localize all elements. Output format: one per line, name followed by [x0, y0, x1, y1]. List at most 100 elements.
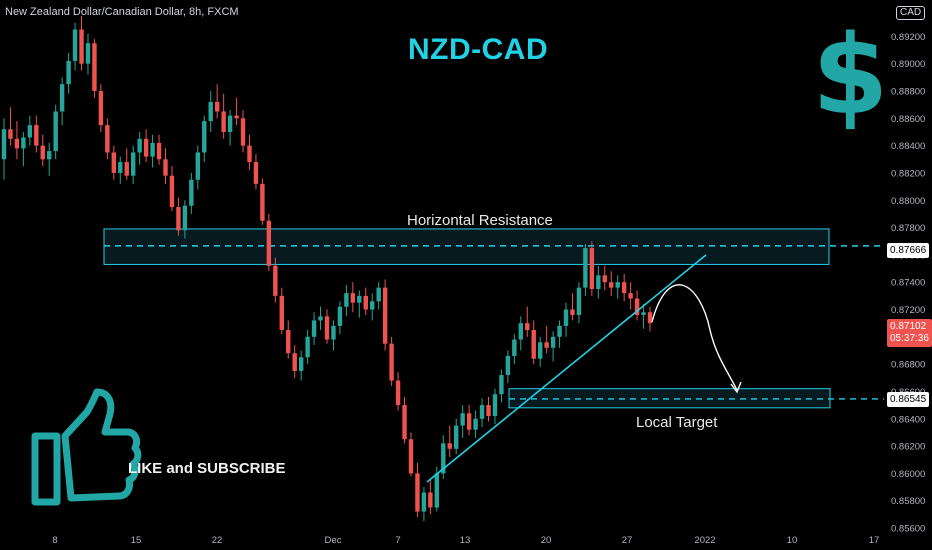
candle[interactable] [615, 275, 620, 299]
candle[interactable] [344, 284, 349, 317]
trendline[interactable] [426, 254, 707, 483]
candle[interactable] [305, 329, 310, 365]
candle[interactable] [59, 77, 65, 126]
candle[interactable] [189, 172, 194, 214]
candle[interactable] [408, 432, 414, 477]
candle[interactable] [544, 325, 549, 354]
candle[interactable] [596, 265, 601, 299]
candle[interactable] [266, 213, 272, 272]
candle[interactable] [337, 301, 343, 335]
candle[interactable] [182, 200, 188, 239]
candle[interactable] [318, 306, 323, 330]
candle[interactable] [202, 115, 207, 163]
candle[interactable] [583, 243, 588, 296]
candle[interactable] [428, 478, 433, 515]
candle[interactable] [512, 334, 517, 365]
candle[interactable] [531, 320, 536, 365]
candle[interactable] [208, 91, 213, 132]
candle[interactable] [98, 84, 104, 132]
candle[interactable] [53, 104, 58, 160]
candle[interactable] [621, 274, 627, 302]
candle[interactable] [292, 345, 297, 378]
candle[interactable] [27, 115, 33, 146]
candle[interactable] [576, 282, 582, 324]
candle[interactable] [537, 336, 543, 367]
candle[interactable] [324, 309, 330, 344]
candle[interactable] [466, 405, 472, 436]
candle[interactable] [118, 156, 123, 184]
candle[interactable] [357, 290, 362, 318]
candle[interactable] [460, 405, 465, 438]
candle[interactable] [131, 145, 136, 184]
candle[interactable] [260, 178, 265, 225]
candle[interactable] [214, 84, 220, 119]
candle[interactable] [479, 398, 485, 427]
candle[interactable] [350, 282, 356, 313]
candle[interactable] [609, 271, 614, 296]
candle[interactable] [421, 487, 427, 522]
candle[interactable] [143, 129, 149, 163]
candle[interactable] [415, 462, 420, 518]
candle[interactable] [486, 396, 491, 422]
candle[interactable] [525, 306, 530, 337]
candle[interactable] [92, 39, 97, 98]
candle[interactable] [331, 320, 336, 351]
candle[interactable] [311, 312, 317, 346]
candle[interactable] [163, 148, 168, 184]
candle[interactable] [395, 372, 401, 411]
candle[interactable] [550, 331, 556, 362]
candle[interactable] [47, 142, 52, 176]
candle[interactable] [227, 110, 233, 146]
candle[interactable] [518, 316, 523, 351]
candle[interactable] [195, 145, 200, 190]
projection-arrow[interactable] [651, 284, 738, 391]
candle[interactable] [150, 134, 155, 168]
candle[interactable] [85, 33, 91, 75]
candle[interactable] [647, 306, 653, 332]
candle[interactable] [66, 52, 71, 94]
candle[interactable] [40, 134, 45, 167]
candle[interactable] [641, 304, 646, 329]
candle[interactable] [34, 115, 39, 153]
candle[interactable] [8, 107, 13, 146]
candle[interactable] [253, 153, 259, 190]
candle[interactable] [279, 287, 284, 335]
candle[interactable] [454, 418, 459, 455]
candle[interactable] [21, 131, 26, 167]
candle[interactable] [124, 148, 129, 180]
candle[interactable] [589, 241, 595, 296]
candle[interactable] [473, 410, 478, 438]
candle[interactable] [273, 257, 278, 303]
candle[interactable] [402, 396, 407, 444]
candle[interactable] [156, 134, 162, 165]
candle[interactable] [72, 22, 78, 71]
candle[interactable] [505, 350, 511, 384]
candle[interactable] [137, 131, 142, 165]
candle[interactable] [234, 97, 239, 126]
candle[interactable] [298, 350, 304, 381]
candle[interactable] [111, 145, 117, 180]
candle[interactable] [240, 110, 246, 153]
resistance-zone[interactable] [103, 228, 830, 265]
candle[interactable] [563, 302, 569, 337]
candle[interactable] [286, 320, 291, 359]
candle[interactable] [14, 121, 20, 160]
candle[interactable] [602, 265, 607, 291]
candle[interactable] [221, 93, 226, 139]
currency-badge[interactable]: CAD [896, 6, 926, 20]
candle[interactable] [499, 369, 504, 403]
candle[interactable] [176, 197, 181, 236]
candle[interactable] [389, 336, 394, 386]
candle[interactable] [370, 293, 375, 321]
candle[interactable] [247, 134, 252, 171]
candle[interactable] [628, 282, 633, 310]
candle[interactable] [79, 15, 84, 71]
candle[interactable] [557, 320, 562, 348]
candle[interactable] [447, 425, 452, 457]
candle[interactable] [441, 435, 446, 479]
candle[interactable] [169, 166, 175, 212]
candle[interactable] [492, 388, 498, 425]
candle[interactable] [634, 290, 640, 321]
